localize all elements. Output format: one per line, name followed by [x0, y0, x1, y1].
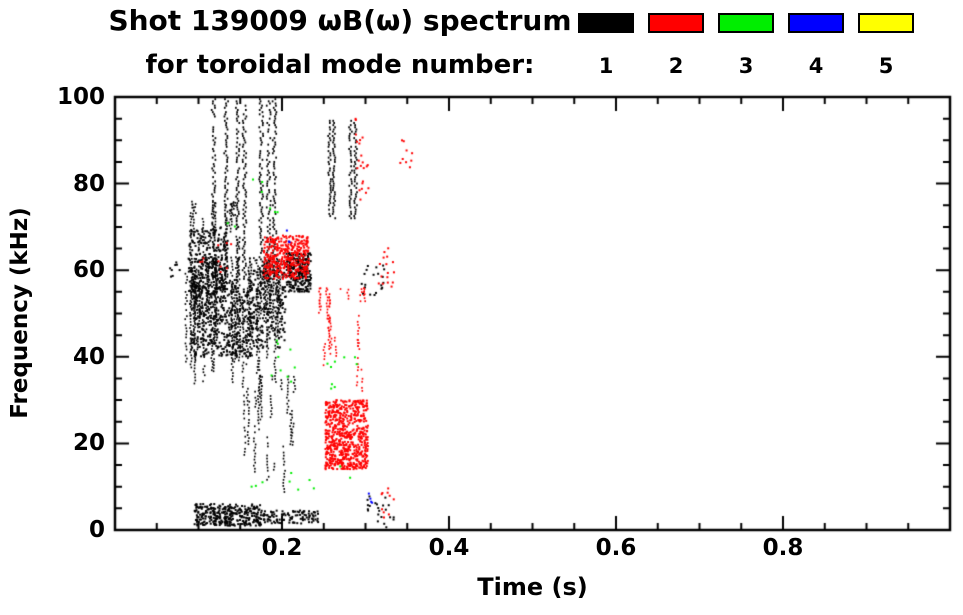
y-tick-label: 0 — [88, 517, 105, 543]
legend-label-mode-3: 3 — [738, 54, 754, 78]
legend-label-mode-2: 2 — [668, 54, 684, 78]
y-tick-label: 20 — [72, 430, 105, 457]
y-axis-label: Frequency (kHz) — [7, 207, 33, 419]
legend-swatch-mode-1 — [578, 13, 634, 33]
chart-subtitle: for toroidal mode number: — [145, 50, 535, 80]
legend-swatch-mode-2 — [648, 13, 704, 33]
y-tick-label: 60 — [72, 257, 105, 284]
chart-title: Shot 139009 ωB(ω) spectrum — [108, 4, 572, 37]
legend-mode-numbers: 1 2 3 4 5 — [578, 54, 914, 78]
legend-swatch-mode-3 — [718, 13, 774, 33]
x-tick-label: 0.2 — [261, 535, 303, 561]
legend-color-boxes — [578, 13, 914, 33]
y-tick-label: 80 — [72, 170, 105, 197]
x-tick-label: 0.8 — [762, 535, 804, 561]
x-tick-label: 0.4 — [428, 535, 470, 561]
y-tick-label: 40 — [72, 343, 105, 370]
legend-label-mode-4: 4 — [808, 54, 824, 78]
y-tick-label: 100 — [56, 84, 105, 110]
legend-swatch-mode-5 — [858, 13, 914, 33]
legend-label-mode-1: 1 — [598, 54, 614, 78]
x-tick-label: 0.6 — [595, 535, 637, 561]
legend-swatch-mode-4 — [788, 13, 844, 33]
legend-label-mode-5: 5 — [878, 54, 894, 78]
x-axis-label: Time (s) — [477, 573, 588, 601]
